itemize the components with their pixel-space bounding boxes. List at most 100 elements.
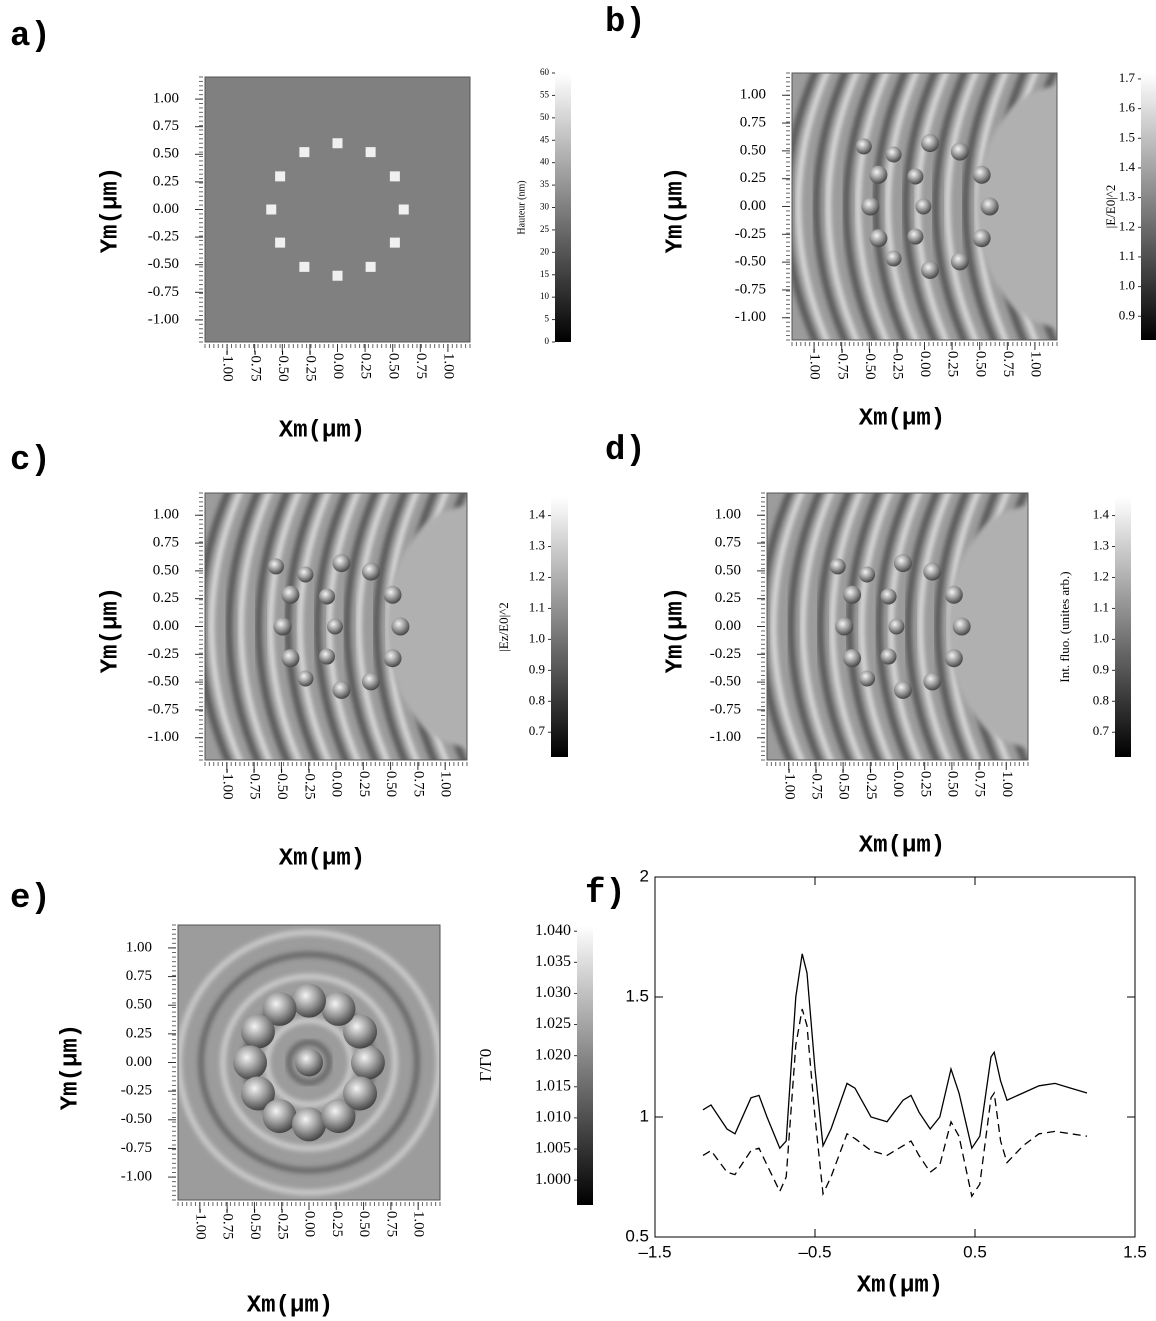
bump <box>321 1099 356 1134</box>
x-tick-label: -0.25 <box>889 348 905 379</box>
bump <box>888 618 905 635</box>
y-tick-label: 0.25 <box>715 590 741 606</box>
fringe-dark <box>904 493 941 760</box>
bump <box>262 991 297 1026</box>
fringe-dark <box>934 493 970 760</box>
bump <box>326 618 343 635</box>
bump <box>319 648 336 665</box>
y-tick-label: -0.75 <box>148 284 179 300</box>
fringe-dark <box>816 493 852 760</box>
fringe-dark <box>902 73 938 340</box>
colorbar <box>577 925 593 1205</box>
fringe-light <box>267 493 302 760</box>
bump <box>233 1045 268 1080</box>
fringe-dark <box>842 73 879 340</box>
bump <box>944 649 963 668</box>
pad <box>266 204 277 215</box>
field-image <box>767 493 1028 760</box>
colorbar-tick-label: 1.4 <box>1119 159 1136 174</box>
x-tick-label: 0.50 <box>356 1211 372 1237</box>
y-tick-label: -0.50 <box>710 674 741 690</box>
y-tick-label: 0.25 <box>126 1025 152 1041</box>
fringe-light <box>885 73 919 340</box>
y-tick-label: -0.75 <box>735 281 766 297</box>
y-tick-label: -0.75 <box>710 701 741 717</box>
x-tick-label: 0.00 <box>329 771 345 797</box>
fringe-dark <box>767 493 794 760</box>
field-image <box>178 925 440 1200</box>
fringe-dark <box>313 493 350 760</box>
x-tick-label: -0.75 <box>834 348 850 379</box>
pad <box>332 270 343 281</box>
colorbar-tick-label: 1.025 <box>535 1015 571 1032</box>
y-tick-label: 1.00 <box>740 87 766 103</box>
y-tick-label: 0.00 <box>153 201 179 217</box>
y-tick-label: 1.00 <box>715 507 741 523</box>
colorbar-label: |Ez/E0|^2 <box>496 602 511 652</box>
shadow-cone <box>948 506 1028 747</box>
colorbar-tick-label: 15 <box>540 269 550 279</box>
colorbar-tick-label: 1.7 <box>1119 70 1136 85</box>
panel-label: d) <box>605 432 646 470</box>
x-tick-label: -0.25 <box>863 768 879 799</box>
y-axis-label: Ym(μm) <box>662 167 689 253</box>
x-tick-label: 0.50 <box>972 351 988 377</box>
fringe-dark <box>205 493 232 760</box>
panel-label: c) <box>10 442 51 480</box>
x-tick-label: 1.00 <box>999 771 1015 797</box>
bump <box>869 229 888 248</box>
colorbar-tick-label: 30 <box>540 202 550 212</box>
y-axis-label: Ym(μm) <box>97 167 124 253</box>
x-tick-label: –0.5 <box>798 1242 831 1261</box>
field-image <box>205 493 467 760</box>
panel-label: f) <box>585 875 626 913</box>
bump <box>972 165 991 184</box>
colorbar-tick-label: 55 <box>540 89 550 99</box>
colorbar-tick-label: 40 <box>540 157 550 167</box>
y-tick-label: 1.00 <box>153 507 179 523</box>
y-tick-label: -1.00 <box>121 1169 152 1185</box>
fringe-light <box>356 493 390 760</box>
pad <box>299 261 310 272</box>
y-tick-label: -0.25 <box>735 226 766 242</box>
bump <box>383 649 402 668</box>
bump <box>921 260 940 279</box>
y-tick-label: 0.75 <box>153 118 179 134</box>
colorbar-tick-label: 0 <box>545 336 550 346</box>
fringe-dark <box>372 493 409 760</box>
x-tick-label: –1.5 <box>638 1242 671 1261</box>
bump <box>361 672 380 691</box>
colorbar-tick-label: 20 <box>540 246 550 256</box>
colorbar-tick-label: 1.3 <box>529 538 545 553</box>
x-axis-label: Xm(μm) <box>859 405 945 432</box>
bump <box>885 250 902 267</box>
x-tick-label: 0.25 <box>358 353 374 379</box>
pad <box>389 237 400 248</box>
y-tick-label: -1.00 <box>710 729 741 745</box>
bump <box>240 1076 275 1111</box>
colorbar-tick-label: 1.030 <box>535 984 571 1001</box>
fringe-dark <box>225 493 261 760</box>
bump <box>950 142 969 161</box>
y-tick-label: 2 <box>640 866 649 885</box>
x-tick-label: 0.50 <box>385 353 401 379</box>
colorbar-tick-label: 1.005 <box>535 1140 571 1157</box>
bump <box>383 585 402 604</box>
field-background <box>205 77 470 342</box>
bump <box>262 1099 297 1134</box>
y-tick-label: 0.00 <box>126 1054 152 1070</box>
y-tick-label: 1.00 <box>153 91 179 107</box>
field-image <box>205 77 470 342</box>
y-tick-label: 0.50 <box>740 142 766 158</box>
bump <box>923 562 942 581</box>
plot-frame <box>766 492 1029 761</box>
plot-frame <box>204 76 471 343</box>
colorbar <box>551 497 568 757</box>
x-tick-label: 0.00 <box>302 1211 318 1237</box>
bump <box>952 617 971 636</box>
colorbar-tick-label: 1.015 <box>535 1077 571 1094</box>
pad <box>299 147 310 158</box>
field-image <box>792 73 1057 340</box>
colorbar-tick-label: 5 <box>545 314 550 324</box>
